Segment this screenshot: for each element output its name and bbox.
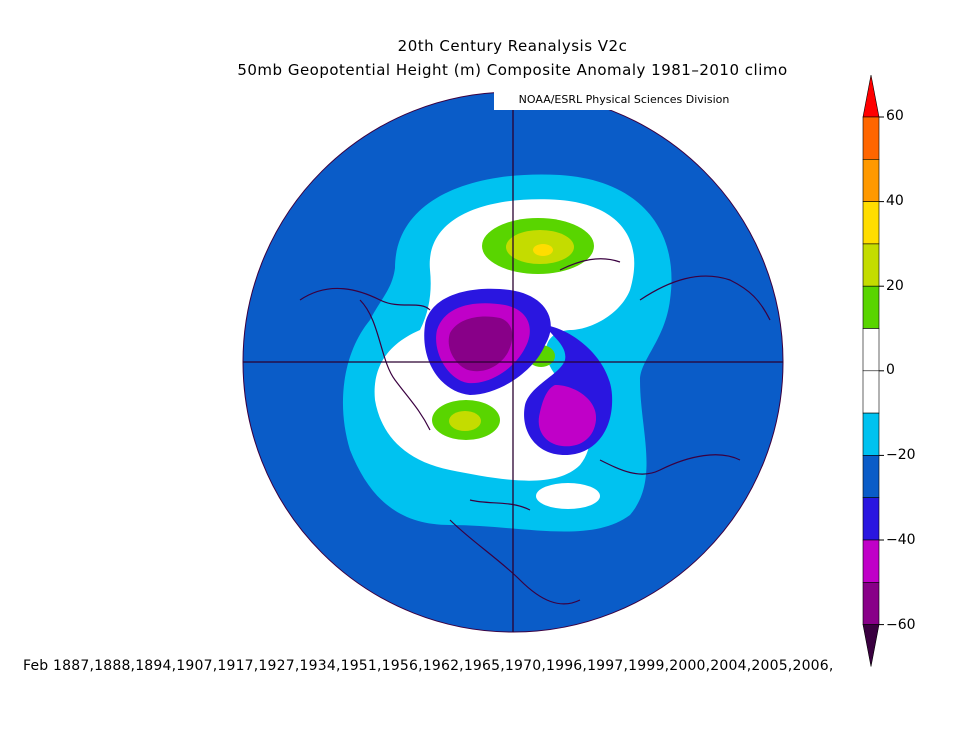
contour-plus-20-west bbox=[449, 411, 481, 431]
colorbar-box bbox=[862, 539, 880, 583]
credit-label: NOAA/ESRL Physical Sciences Division bbox=[494, 89, 754, 110]
colorbar-box bbox=[862, 497, 880, 541]
colorbar-arrow-bottom bbox=[862, 624, 880, 667]
contour-minus-40-east bbox=[538, 385, 597, 447]
colorbar-box bbox=[862, 455, 880, 498]
coastlines bbox=[299, 258, 771, 605]
colorbar-box bbox=[862, 328, 880, 372]
colorbar-tick-40: 40 bbox=[886, 193, 904, 209]
colorbar-box bbox=[862, 116, 880, 160]
colorbar-tick-minus-40: −40 bbox=[886, 532, 916, 548]
colorbar-box bbox=[862, 581, 880, 625]
contour-minus-50-west bbox=[448, 316, 513, 372]
chart-title: 20th Century Reanalysis V2c bbox=[397, 37, 628, 55]
chart-subtitle: 50mb Geopotential Height (m) Composite A… bbox=[237, 61, 788, 79]
colorbar-tick-0: 0 bbox=[886, 362, 895, 378]
colorbar-box bbox=[862, 370, 880, 414]
colorbar-box bbox=[862, 412, 880, 456]
colorbar-box bbox=[862, 201, 880, 245]
colorbar-tick-20: 20 bbox=[886, 278, 904, 294]
contour-plus-30-north bbox=[533, 244, 553, 256]
colorbar-tick-60: 60 bbox=[886, 108, 904, 124]
colorbar-box bbox=[862, 159, 880, 202]
colorbar-tick-minus-20: −20 bbox=[886, 447, 916, 463]
colorbar-arrow-top bbox=[862, 74, 880, 118]
colorbar-box bbox=[862, 285, 880, 329]
footer-years: Feb 1887,1888,1894,1907,1917,1927,1934,1… bbox=[23, 658, 834, 674]
contour-zero-south bbox=[536, 483, 600, 509]
colorbar-tick-minus-60: −60 bbox=[886, 617, 916, 633]
colorbar-box bbox=[862, 243, 880, 287]
